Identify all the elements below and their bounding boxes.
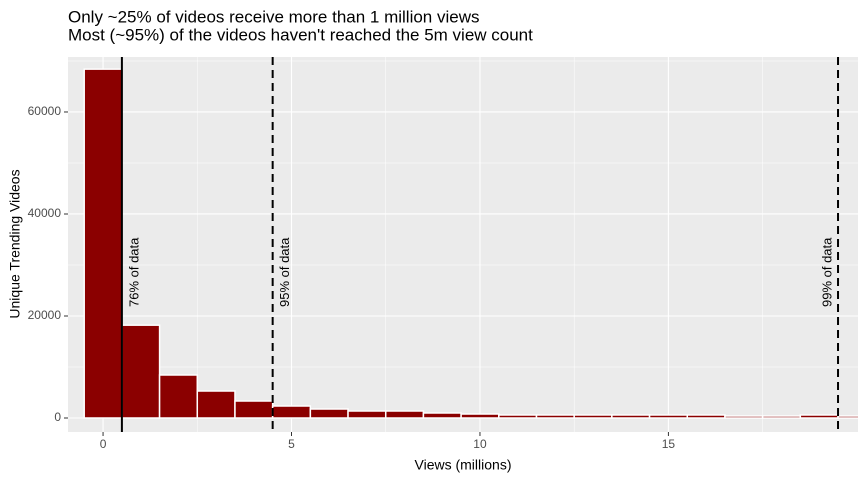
- x-axis-title: Views (millions): [415, 457, 512, 473]
- bar: [234, 400, 274, 419]
- bar: [648, 414, 689, 419]
- plot-area: [68, 57, 858, 432]
- x-tick-label: 10: [473, 437, 487, 451]
- bar: [724, 415, 764, 419]
- reference-label: 99% of data: [819, 237, 834, 307]
- bar: [761, 415, 802, 419]
- y-tick-label: 40000: [28, 206, 62, 220]
- y-axis-title: Unique Trending Videos: [7, 169, 23, 318]
- chart-title: Most (~95%) of the videos haven't reache…: [68, 25, 533, 44]
- x-tick-label: 15: [662, 437, 676, 451]
- bar: [837, 415, 858, 419]
- bar: [347, 410, 387, 419]
- bar: [799, 414, 839, 419]
- y-tick-label: 0: [54, 410, 61, 424]
- bar: [121, 324, 161, 419]
- y-tick-label: 60000: [28, 104, 62, 118]
- x-tick-label: 5: [288, 437, 295, 451]
- bar: [271, 405, 312, 419]
- plot-background: [68, 57, 858, 432]
- bar: [309, 408, 349, 419]
- reference-label: 76% of data: [126, 237, 141, 307]
- bar: [384, 410, 425, 419]
- bar: [611, 414, 651, 419]
- bar: [196, 390, 236, 419]
- bar: [83, 68, 123, 419]
- reference-label: 95% of data: [277, 237, 292, 307]
- bar: [498, 414, 538, 419]
- bar: [686, 414, 726, 419]
- bar: [535, 414, 575, 419]
- bar: [158, 374, 199, 419]
- y-tick-label: 20000: [28, 308, 62, 322]
- bar: [460, 413, 500, 419]
- x-tick-label: 0: [100, 437, 107, 451]
- bar: [422, 412, 462, 419]
- chart-title: Only ~25% of videos receive more than 1 …: [68, 7, 480, 26]
- bar: [573, 414, 613, 419]
